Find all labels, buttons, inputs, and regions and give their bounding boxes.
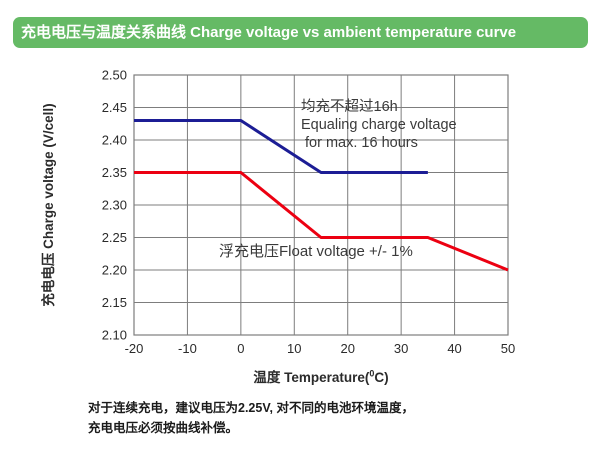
y-tick-label: 2.50 bbox=[102, 68, 127, 83]
series-line-float-voltage bbox=[134, 171, 509, 272]
equalize-charge-annotation: 均充不超过16h Equaling charge voltage for max… bbox=[301, 99, 457, 151]
y-tick-label: 2.30 bbox=[102, 198, 127, 213]
x-tick-label: 40 bbox=[447, 341, 461, 356]
y-tick-label: 2.35 bbox=[102, 165, 127, 180]
footer-note-line2: 充电电压必须按曲线补偿。 bbox=[88, 421, 239, 435]
series-line-equalizing-charge-voltage bbox=[134, 119, 428, 174]
x-tick-label: 20 bbox=[340, 341, 354, 356]
x-tick-label: 50 bbox=[501, 341, 515, 356]
footer-note-line1: 对于连续充电，建议电压为2.25V, 对不同的电池环境温度， bbox=[88, 401, 414, 415]
x-tick-label: 0 bbox=[237, 341, 244, 356]
y-tick-label: 2.45 bbox=[102, 100, 127, 115]
x-axis-title-suffix: C) bbox=[374, 370, 389, 385]
y-tick-label: 2.25 bbox=[102, 230, 127, 245]
y-tick-label: 2.15 bbox=[102, 295, 127, 310]
x-axis-title-superscript: 0 bbox=[369, 368, 375, 379]
x-tick-label: -10 bbox=[178, 341, 197, 356]
x-tick-label: 10 bbox=[287, 341, 301, 356]
x-tick-label: 30 bbox=[394, 341, 408, 356]
title-banner: 充电电压与温度关系曲线 Charge voltage vs ambient te… bbox=[13, 17, 588, 48]
plot-border bbox=[133, 74, 509, 336]
footer-note: 对于连续充电，建议电压为2.25V, 对不同的电池环境温度， 充电电压必须按曲线… bbox=[88, 398, 558, 438]
y-tick-label: 2.40 bbox=[102, 133, 127, 148]
x-axis-title: 温度 Temperature(0C) bbox=[134, 366, 508, 385]
float-voltage-annotation: 浮充电压Float voltage +/- 1% bbox=[219, 243, 413, 260]
x-tick-label: -20 bbox=[125, 341, 144, 356]
y-tick-label: 2.20 bbox=[102, 263, 127, 278]
y-tick-label: 2.10 bbox=[102, 328, 127, 343]
x-axis-title-text: 温度 Temperature( bbox=[253, 370, 370, 385]
y-axis-title: 充电电压 Charge voltage (V/cell) bbox=[41, 103, 56, 307]
